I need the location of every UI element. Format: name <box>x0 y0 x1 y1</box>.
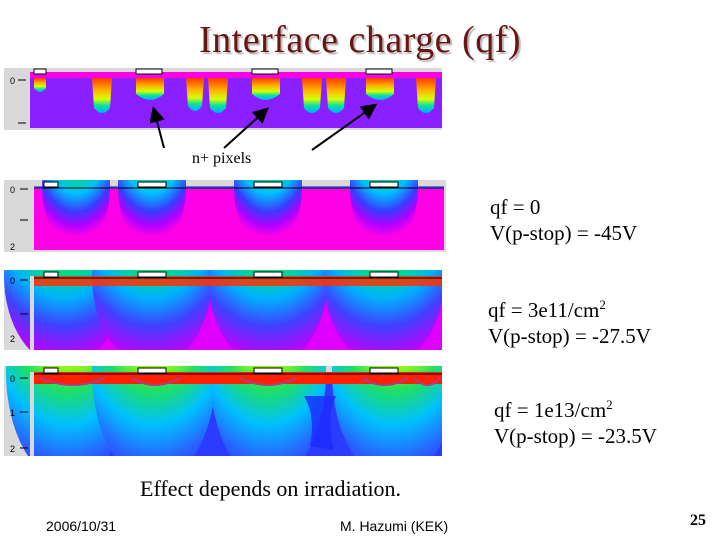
axis-tick: 0 <box>10 76 15 86</box>
axis-tick: 0 <box>10 185 15 195</box>
pixel-electrode <box>135 68 163 75</box>
pixel-electrode <box>369 271 399 278</box>
qf-value: qf = 0 <box>490 195 541 219</box>
pixel-callout-arrows <box>150 103 378 151</box>
slide-caption: Effect depends on irradiation. <box>140 476 402 501</box>
pixel-electrode <box>253 367 283 374</box>
qf-value: qf = 1e13/cm2 <box>494 397 613 422</box>
slide-title: Interface charge (qf) <box>198 19 521 61</box>
condition-3-label: qf = 1e13/cm2 V(p-stop) = -23.5V <box>494 392 657 449</box>
simulation-panel-top: 0 <box>4 68 442 130</box>
pixel-electrode <box>365 68 393 75</box>
pixel-electrode <box>369 181 399 188</box>
pixel-electrode <box>137 181 167 188</box>
footer-date: 2006/10/31 <box>46 518 117 534</box>
page-number: 25 <box>690 512 706 529</box>
condition-2-label: qf = 3e11/cm2 V(p-stop) = -27.5V <box>488 292 651 349</box>
pstop-voltage: V(p-stop) = -45V <box>490 221 638 245</box>
pixel-electrode <box>137 367 167 374</box>
pixel-electrode <box>43 367 59 374</box>
simulation-panel-qf0: 0 2 <box>4 180 446 252</box>
pixel-electrode <box>253 181 283 188</box>
pstop-voltage: V(p-stop) = -23.5V <box>494 424 657 448</box>
pixel-electrode <box>43 181 59 188</box>
axis-tick: 0 <box>10 276 15 286</box>
simulation-panel-qf-3e11: 0 2 <box>4 270 442 350</box>
simulation-panel-qf-1e13: 0 1 2 <box>4 366 442 456</box>
axis-tick: 1 <box>10 408 15 418</box>
pixel-electrode <box>251 68 279 75</box>
footer-author: M. Hazumi (KEK) <box>340 518 449 534</box>
pixel-callout-label: n+ pixels <box>192 150 252 167</box>
pixel-electrode <box>253 271 283 278</box>
pixel-electrode <box>33 68 47 75</box>
pixel-electrode <box>43 271 59 278</box>
axis-tick: 2 <box>10 334 15 344</box>
condition-1-label: qf = 0 V(p-stop) = -45V <box>490 194 637 246</box>
pixel-electrode <box>369 367 399 374</box>
axis-tick: 2 <box>10 242 15 252</box>
pstop-voltage: V(p-stop) = -27.5V <box>488 324 651 348</box>
axis-tick: 2 <box>10 444 15 454</box>
qf-value: qf = 3e11/cm2 <box>488 297 606 322</box>
pixel-electrode <box>137 271 167 278</box>
axis-tick: 0 <box>10 374 15 384</box>
